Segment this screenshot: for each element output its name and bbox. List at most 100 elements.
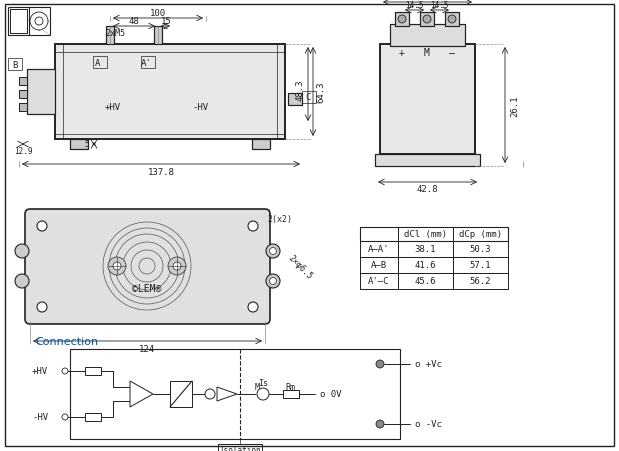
Circle shape (423, 16, 431, 24)
Bar (10, 10, 27, 34)
Circle shape (168, 258, 186, 276)
Bar (93, 57, 107, 69)
Text: 15: 15 (160, 18, 171, 27)
Circle shape (205, 389, 215, 399)
Bar (218, 444, 262, 451)
Text: M: M (254, 382, 259, 391)
Bar (170, 381, 192, 407)
Circle shape (37, 302, 47, 312)
Bar (445, 13, 459, 27)
Text: A: A (95, 58, 101, 67)
Bar (154, 27, 162, 45)
Bar (19, 91, 27, 99)
Text: 48.3: 48.3 (295, 79, 305, 101)
Text: 14.5: 14.5 (405, 1, 423, 10)
Text: dCl (mm): dCl (mm) (404, 230, 446, 239)
Bar (380, 45, 475, 155)
Circle shape (269, 248, 277, 255)
Text: –: – (449, 48, 455, 58)
Text: +HV: +HV (105, 102, 121, 111)
Circle shape (108, 258, 126, 276)
Circle shape (15, 274, 29, 288)
Bar (106, 27, 114, 45)
Text: 38.1: 38.1 (414, 245, 436, 254)
Bar (390, 25, 465, 47)
Bar (288, 94, 302, 106)
Text: 100: 100 (150, 9, 166, 18)
Bar (19, 104, 27, 112)
Text: +: + (399, 48, 405, 58)
Bar (19, 91, 27, 99)
Circle shape (376, 420, 384, 428)
Bar (420, 13, 434, 27)
Text: +HV: +HV (32, 367, 48, 376)
Bar (283, 390, 299, 398)
Circle shape (173, 262, 181, 271)
Text: Is: Is (258, 379, 268, 388)
Bar (302, 92, 316, 104)
Text: A'–C: A'–C (368, 277, 390, 286)
Bar (8, 59, 22, 71)
Bar (360, 227, 508, 241)
Polygon shape (130, 381, 153, 407)
Circle shape (398, 16, 406, 24)
Circle shape (269, 278, 277, 285)
Bar (375, 155, 480, 166)
Bar (55, 45, 285, 140)
Text: Isolation
barrier: Isolation barrier (219, 445, 261, 451)
Bar (395, 13, 409, 27)
Bar (390, 25, 465, 47)
Bar (27, 70, 55, 115)
Circle shape (248, 302, 258, 312)
Bar (8, 8, 50, 36)
Text: dCp (mm): dCp (mm) (459, 230, 501, 239)
Text: 2xM5: 2xM5 (105, 28, 125, 37)
Text: 45.6: 45.6 (414, 277, 436, 286)
Bar (288, 94, 302, 106)
Text: 14.5: 14.5 (430, 1, 448, 10)
Circle shape (248, 221, 258, 231)
Text: M: M (424, 48, 430, 58)
FancyBboxPatch shape (25, 210, 270, 324)
Bar (154, 27, 162, 45)
Bar (55, 45, 285, 140)
Text: -HV: -HV (192, 102, 208, 111)
Text: 48: 48 (129, 18, 139, 27)
Bar (445, 13, 459, 27)
Text: o -Vc: o -Vc (415, 419, 442, 428)
Text: A–A': A–A' (368, 245, 390, 254)
Text: –: – (378, 419, 383, 428)
Bar (106, 27, 114, 45)
Text: 2(x2): 2(x2) (267, 215, 293, 224)
Text: 137.8: 137.8 (147, 168, 175, 177)
Text: +: + (378, 360, 383, 368)
Circle shape (266, 274, 280, 288)
Bar (19, 78, 27, 86)
Circle shape (266, 244, 280, 258)
Circle shape (37, 221, 47, 231)
Bar (420, 13, 434, 27)
Bar (70, 349, 400, 439)
Circle shape (35, 18, 43, 26)
Circle shape (30, 13, 48, 31)
Circle shape (448, 16, 456, 24)
Text: A': A' (141, 58, 152, 67)
Text: -HV: -HV (32, 413, 48, 422)
Circle shape (376, 360, 384, 368)
Text: 57.1: 57.1 (469, 261, 491, 270)
Circle shape (257, 388, 269, 400)
Circle shape (62, 414, 68, 420)
Text: A–B: A–B (371, 261, 387, 270)
Text: 63: 63 (422, 0, 433, 1)
Text: Connection: Connection (35, 336, 98, 346)
Text: ©LEM®: ©LEM® (132, 283, 162, 293)
Bar (380, 45, 475, 155)
Bar (70, 140, 88, 150)
Bar (395, 13, 409, 27)
Text: o +Vc: o +Vc (415, 360, 442, 368)
Text: 26.1: 26.1 (511, 95, 519, 116)
Circle shape (113, 262, 121, 271)
Text: 2×φ6.5: 2×φ6.5 (286, 253, 314, 280)
Text: o 0V: o 0V (320, 390, 342, 399)
Polygon shape (217, 387, 237, 401)
